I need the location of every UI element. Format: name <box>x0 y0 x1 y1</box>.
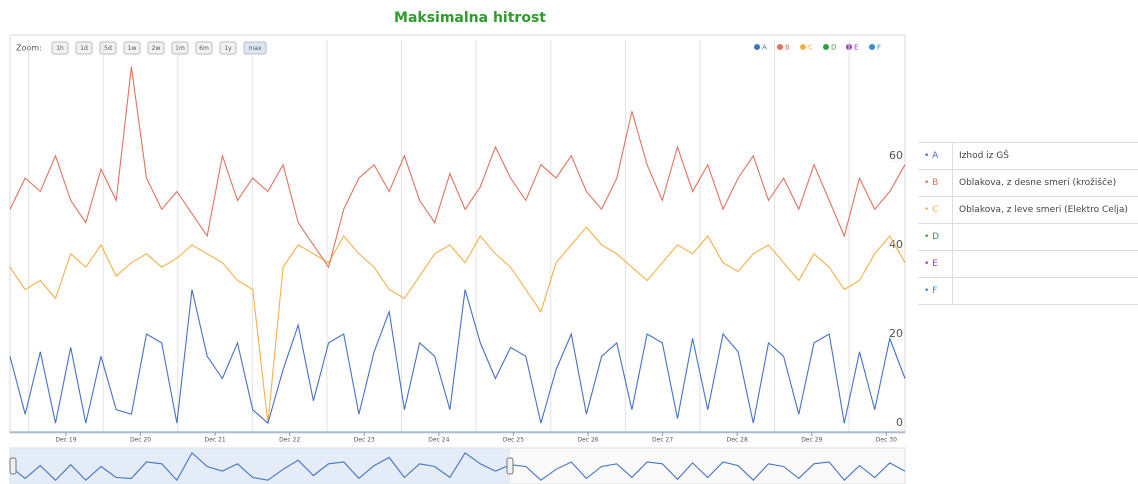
legend-label: A <box>762 44 767 52</box>
y-tick-label: 20 <box>889 327 903 340</box>
legend-table: • A Izhod iz GŠ • B Oblakova, z desne smeri… <box>918 142 1138 305</box>
x-tick-label: Dec 24 <box>428 437 449 444</box>
legend-label: C <box>808 44 813 52</box>
series-name: A <box>932 151 939 161</box>
x-tick-label: Dec 22 <box>279 437 300 444</box>
legend-key: • D <box>918 223 953 251</box>
y-tick-label: 0 <box>896 416 903 429</box>
x-tick-label: Dec 25 <box>503 437 524 444</box>
chart: Maksimalna hitrost Zoom: 1h1d5d1w2w1m6m1… <box>9 10 906 484</box>
legend-label: F <box>877 44 881 52</box>
x-tick-label: Dec 27 <box>652 437 673 444</box>
zoom-button[interactable] <box>123 41 141 55</box>
legend-row: • D <box>918 223 1138 251</box>
legend-row: • E <box>918 250 1138 278</box>
legend-key: • B <box>918 169 953 197</box>
series-name: D <box>932 232 940 242</box>
zoom-button-label[interactable]: 1y <box>224 45 232 52</box>
legend-label: E <box>854 44 858 52</box>
series-line <box>9 66 906 269</box>
legend-dot <box>777 44 783 50</box>
series-description <box>952 223 1138 251</box>
y-tick-label: 60 <box>889 149 903 162</box>
legend-label: D <box>831 44 836 52</box>
zoom-button-label[interactable]: 1h <box>56 45 64 52</box>
zoom-button-label[interactable]: 1d <box>80 45 88 52</box>
legend-dot <box>754 44 760 50</box>
series-name: E <box>932 259 938 269</box>
series-description: Izhod iz GŠ <box>952 142 1138 170</box>
navigator-selection <box>10 448 510 484</box>
x-tick-label: Dec 28 <box>727 437 748 444</box>
legend-row: • C Oblakova, z leve smeri (Elektro Celja… <box>918 196 1138 224</box>
legend-key: • C <box>918 196 953 224</box>
navigator-handle[interactable] <box>9 457 17 475</box>
series-name: B <box>932 178 939 188</box>
x-tick-label: Dec 30 <box>876 437 897 444</box>
zoom-button[interactable] <box>75 41 93 55</box>
legend-dot <box>823 44 829 50</box>
series-description <box>952 277 1138 305</box>
zoom-button[interactable] <box>171 41 189 55</box>
x-tick-label: Dec 21 <box>205 437 226 444</box>
x-tick-label: Dec 19 <box>55 437 76 444</box>
zoom-button[interactable] <box>243 41 267 55</box>
legend-key: • A <box>918 142 953 170</box>
zoom-button[interactable] <box>195 41 213 55</box>
series-description: Oblakova, z desne smeri (krožišče) <box>952 169 1138 197</box>
zoom-button-label[interactable]: 1w <box>128 45 137 52</box>
series-description <box>952 250 1138 278</box>
zoom-button-label[interactable]: 5d <box>104 45 112 52</box>
navigator-line <box>9 452 906 482</box>
zoom-button-label[interactable]: 1m <box>175 45 185 52</box>
zoom-button-label[interactable]: max <box>248 45 262 52</box>
legend-key: • E <box>918 250 953 278</box>
x-tick-label: Dec 29 <box>801 437 822 444</box>
legend-dot <box>800 44 806 50</box>
zoom-button-label[interactable]: 2w <box>152 45 161 52</box>
legend-row: • B Oblakova, z desne smeri (krožišče) <box>918 169 1138 197</box>
zoom-button[interactable] <box>219 41 237 55</box>
legend-row: • A Izhod iz GŠ <box>918 142 1138 170</box>
zoom-button[interactable] <box>99 41 117 55</box>
series-line <box>9 226 906 424</box>
legend-label: B <box>785 44 790 52</box>
x-tick-label: Dec 20 <box>130 437 151 444</box>
zoom-button-label[interactable]: 6m <box>199 45 209 52</box>
legend-dot <box>869 44 875 50</box>
x-tick-label: Dec 26 <box>577 437 598 444</box>
chart-title: Maksimalna hitrost <box>394 10 546 26</box>
plot-frame <box>9 34 906 434</box>
zoom-button[interactable] <box>147 41 165 55</box>
legend-row: • F <box>918 277 1138 305</box>
navigator-handle[interactable] <box>506 457 514 475</box>
legend-key: • F <box>918 277 953 305</box>
series-description: Oblakova, z leve smeri (Elektro Celja) <box>952 196 1138 224</box>
series-line <box>9 289 906 425</box>
series-name: C <box>932 205 939 215</box>
zoom-button[interactable] <box>51 41 69 55</box>
series-name: F <box>932 286 938 296</box>
y-tick-label: 40 <box>889 238 903 251</box>
x-tick-label: Dec 23 <box>354 437 375 444</box>
